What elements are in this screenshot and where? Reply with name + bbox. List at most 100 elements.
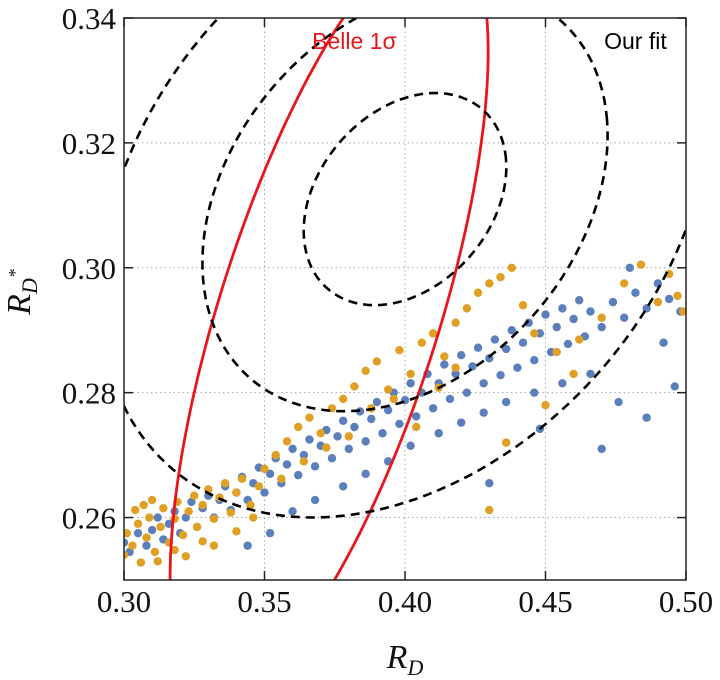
data-point xyxy=(170,545,179,555)
data-point xyxy=(288,444,297,454)
data-point xyxy=(530,329,539,338)
data-point xyxy=(457,418,466,427)
data-point xyxy=(451,363,460,372)
x-tick-label: 0.50 xyxy=(659,584,713,619)
data-point xyxy=(305,435,314,444)
scatter-points xyxy=(124,260,686,567)
data-point xyxy=(575,335,584,344)
data-point xyxy=(412,422,421,432)
contour-1 xyxy=(302,91,508,307)
data-point xyxy=(153,513,162,522)
data-point xyxy=(636,260,646,269)
data-point xyxy=(479,379,488,388)
data-point xyxy=(378,429,387,438)
data-point xyxy=(372,397,382,407)
data-point xyxy=(361,469,370,479)
data-point xyxy=(530,388,539,397)
data-point xyxy=(451,318,460,327)
y-tick-label: 0.32 xyxy=(62,126,116,161)
data-point xyxy=(184,507,193,516)
data-point xyxy=(294,422,303,432)
data-point xyxy=(187,497,196,507)
data-point xyxy=(614,397,623,407)
data-point xyxy=(294,470,303,480)
data-point xyxy=(569,314,578,324)
series-1-points xyxy=(124,260,686,567)
data-point xyxy=(361,366,370,376)
data-point xyxy=(619,279,629,288)
data-point xyxy=(192,522,202,532)
data-point xyxy=(181,513,191,522)
annotations: Belle 1σ Our fit xyxy=(312,28,667,54)
data-point xyxy=(344,444,353,454)
data-point xyxy=(142,533,151,542)
data-point xyxy=(124,528,132,538)
data-point xyxy=(150,547,160,557)
data-point xyxy=(333,432,342,441)
data-point xyxy=(518,301,528,310)
data-point xyxy=(462,304,472,313)
data-point xyxy=(133,519,143,528)
y-tick-label: 0.26 xyxy=(62,501,116,536)
tick-labels: 0.30 0.35 0.40 0.45 0.50 0.26 0.28 0.30 0.32 0.34 xyxy=(62,1,713,619)
data-point xyxy=(338,416,348,425)
data-point xyxy=(232,488,241,497)
data-point xyxy=(209,541,219,550)
data-point xyxy=(462,388,472,397)
data-point xyxy=(412,412,421,421)
data-point xyxy=(642,304,651,313)
data-point xyxy=(128,541,137,550)
x-axis-label: RD xyxy=(386,639,424,680)
data-point xyxy=(597,444,606,454)
data-point xyxy=(147,495,157,505)
annotation-1: Our fit xyxy=(604,28,667,54)
y-axis-label-sub: D xyxy=(17,278,42,295)
data-point xyxy=(190,491,199,500)
data-point xyxy=(586,307,595,316)
data-point xyxy=(361,437,370,446)
data-point xyxy=(350,422,359,432)
annotation-0: Belle 1σ xyxy=(312,28,397,54)
x-axis-label-sub: D xyxy=(406,655,423,680)
data-point xyxy=(299,450,309,460)
data-point xyxy=(501,438,511,447)
data-point xyxy=(147,525,157,535)
data-point xyxy=(673,291,682,301)
data-point xyxy=(178,530,188,540)
data-point xyxy=(246,500,255,510)
data-point xyxy=(372,357,382,366)
data-point xyxy=(445,394,455,404)
y-tick-label: 0.28 xyxy=(62,376,116,411)
data-point xyxy=(181,552,191,561)
data-point xyxy=(322,443,331,452)
data-point xyxy=(496,370,505,380)
data-point xyxy=(316,429,325,438)
data-point xyxy=(310,462,320,471)
data-point xyxy=(383,405,393,415)
data-point xyxy=(282,460,292,469)
data-point xyxy=(265,469,275,479)
y-axis-label-main: R xyxy=(1,294,38,316)
contour-2 xyxy=(201,18,609,413)
data-point xyxy=(473,343,483,352)
data-point xyxy=(142,541,151,550)
data-point xyxy=(670,382,679,391)
data-point xyxy=(198,500,207,510)
data-point xyxy=(209,514,219,524)
data-point xyxy=(310,495,320,505)
series-0-points xyxy=(124,263,685,557)
data-point xyxy=(145,513,154,522)
data-point xyxy=(338,394,348,404)
data-point xyxy=(501,397,511,407)
data-point xyxy=(417,338,427,347)
data-point xyxy=(249,513,258,522)
data-point xyxy=(530,355,539,365)
data-point xyxy=(434,429,443,438)
data-point xyxy=(327,454,337,463)
ticks xyxy=(123,17,687,580)
data-point xyxy=(485,279,494,288)
contour-0 xyxy=(168,18,490,580)
data-point xyxy=(367,414,376,424)
contour-3 xyxy=(124,18,686,519)
data-point xyxy=(428,404,438,413)
